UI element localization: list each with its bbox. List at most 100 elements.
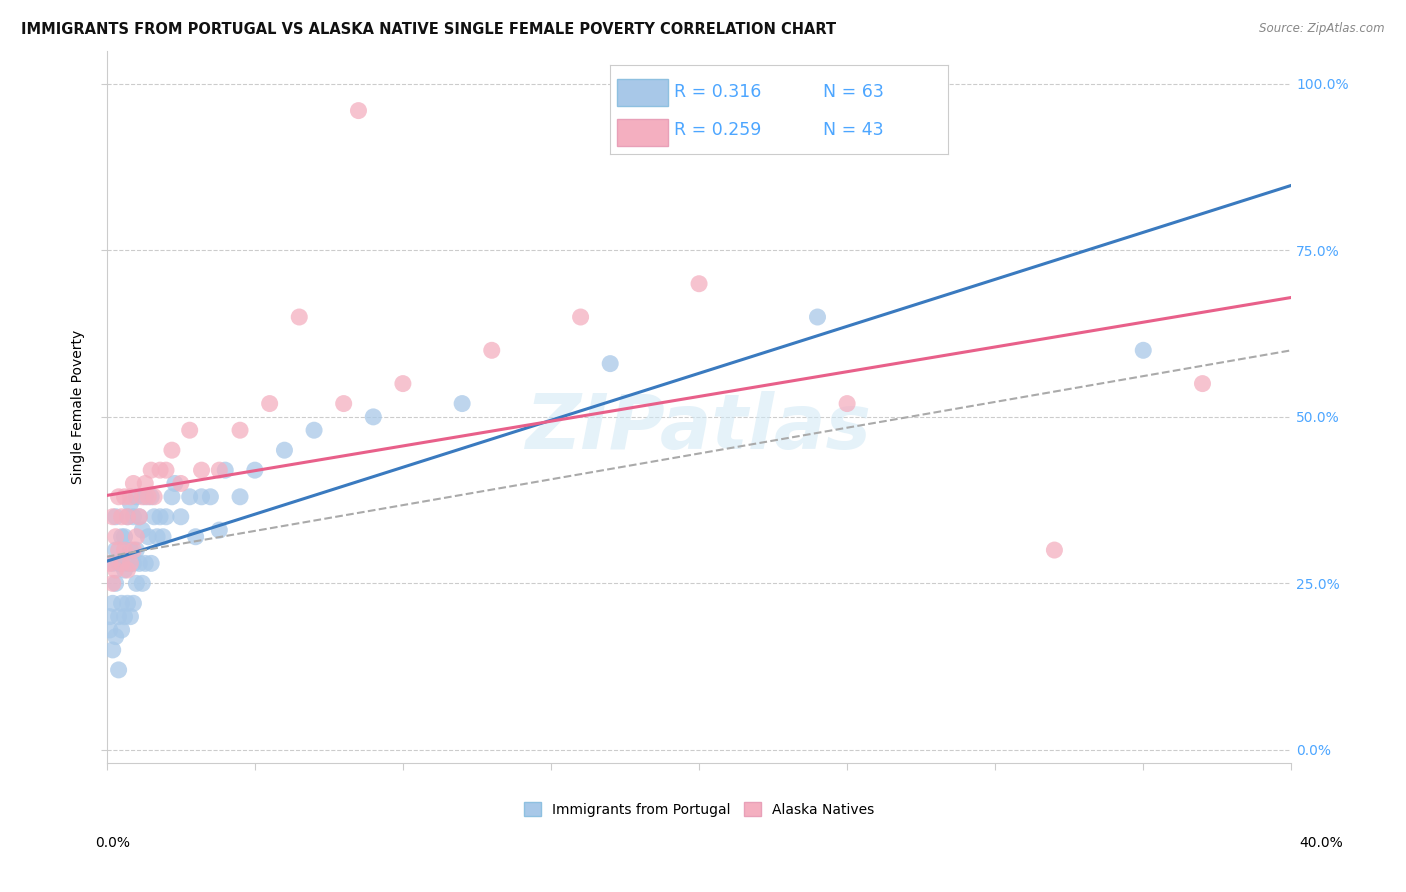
Text: IMMIGRANTS FROM PORTUGAL VS ALASKA NATIVE SINGLE FEMALE POVERTY CORRELATION CHAR: IMMIGRANTS FROM PORTUGAL VS ALASKA NATIV… — [21, 22, 837, 37]
Y-axis label: Single Female Poverty: Single Female Poverty — [72, 330, 86, 484]
Point — [208, 463, 231, 477]
Point — [101, 596, 124, 610]
Point — [107, 543, 129, 558]
Point — [104, 543, 127, 558]
Point — [134, 490, 156, 504]
Point — [160, 443, 183, 458]
Point — [122, 509, 145, 524]
Point — [143, 490, 166, 504]
Point — [184, 530, 207, 544]
Point — [110, 509, 132, 524]
Legend: Immigrants from Portugal, Alaska Natives: Immigrants from Portugal, Alaska Natives — [524, 802, 875, 817]
Point — [160, 490, 183, 504]
Point — [259, 396, 281, 410]
Point — [107, 557, 129, 571]
Point — [170, 509, 193, 524]
Point — [136, 530, 159, 544]
Point — [120, 609, 142, 624]
Point — [131, 576, 153, 591]
Point — [363, 409, 385, 424]
Point — [273, 443, 295, 458]
Point — [229, 490, 252, 504]
Point — [599, 357, 621, 371]
Point — [101, 509, 124, 524]
Point — [110, 623, 132, 637]
Point — [117, 557, 139, 571]
Point — [134, 476, 156, 491]
Point — [110, 557, 132, 571]
Point — [302, 423, 325, 437]
Point — [107, 663, 129, 677]
Text: ZIPatlas: ZIPatlas — [526, 392, 872, 466]
Point — [122, 543, 145, 558]
Point — [114, 543, 136, 558]
Point — [152, 530, 174, 544]
Point — [179, 423, 201, 437]
Point — [98, 609, 121, 624]
Point — [117, 509, 139, 524]
Text: 0.0%: 0.0% — [96, 836, 131, 850]
Point — [114, 563, 136, 577]
Point — [120, 496, 142, 510]
Point — [107, 609, 129, 624]
Point — [1132, 343, 1154, 358]
Point — [117, 563, 139, 577]
Point — [392, 376, 415, 391]
Point — [481, 343, 503, 358]
Point — [104, 530, 127, 544]
Point — [128, 557, 150, 571]
Point — [149, 463, 172, 477]
Point — [104, 576, 127, 591]
Point — [170, 476, 193, 491]
Point — [288, 310, 311, 324]
Point — [332, 396, 354, 410]
Point — [101, 557, 124, 571]
Point — [114, 530, 136, 544]
Point — [141, 490, 163, 504]
Point — [104, 563, 127, 577]
Point — [104, 630, 127, 644]
Point — [125, 530, 148, 544]
Point — [104, 509, 127, 524]
Point — [569, 310, 592, 324]
Point — [837, 396, 859, 410]
Point — [163, 476, 186, 491]
Point — [149, 509, 172, 524]
Point — [190, 490, 212, 504]
Point — [141, 463, 163, 477]
Point — [141, 557, 163, 571]
Point — [347, 103, 370, 118]
Point — [110, 530, 132, 544]
Point — [101, 643, 124, 657]
Point — [114, 490, 136, 504]
Point — [806, 310, 828, 324]
Point — [200, 490, 222, 504]
Point — [125, 576, 148, 591]
Point — [243, 463, 266, 477]
Text: Source: ZipAtlas.com: Source: ZipAtlas.com — [1260, 22, 1385, 36]
Point — [122, 476, 145, 491]
Point — [155, 509, 177, 524]
Point — [179, 490, 201, 504]
Point — [155, 463, 177, 477]
Point — [128, 509, 150, 524]
Text: 40.0%: 40.0% — [1299, 836, 1343, 850]
Point — [146, 530, 169, 544]
Point — [110, 596, 132, 610]
Point — [120, 557, 142, 571]
Point — [110, 557, 132, 571]
Point — [190, 463, 212, 477]
Point — [125, 490, 148, 504]
Point — [131, 490, 153, 504]
Point — [125, 543, 148, 558]
Point — [98, 623, 121, 637]
Point — [122, 557, 145, 571]
Point — [143, 509, 166, 524]
Point — [131, 523, 153, 537]
Point — [120, 490, 142, 504]
Point — [1043, 543, 1066, 558]
Point — [101, 576, 124, 591]
Point — [1191, 376, 1213, 391]
Point — [107, 490, 129, 504]
Point — [229, 423, 252, 437]
